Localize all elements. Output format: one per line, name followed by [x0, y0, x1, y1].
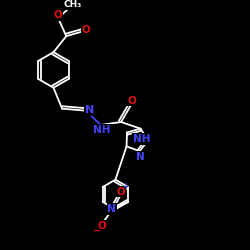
- Text: NH: NH: [132, 134, 150, 144]
- Text: NH: NH: [93, 125, 111, 135]
- Text: O: O: [54, 10, 62, 20]
- Text: CH₃: CH₃: [64, 0, 82, 9]
- Text: +: +: [122, 182, 128, 190]
- Text: N: N: [85, 105, 94, 115]
- Text: N: N: [107, 204, 116, 214]
- Text: −: −: [93, 226, 101, 236]
- Text: N: N: [136, 152, 145, 162]
- Text: O: O: [82, 26, 90, 36]
- Text: O: O: [127, 96, 136, 106]
- Text: O: O: [98, 221, 107, 231]
- Text: O: O: [117, 186, 126, 196]
